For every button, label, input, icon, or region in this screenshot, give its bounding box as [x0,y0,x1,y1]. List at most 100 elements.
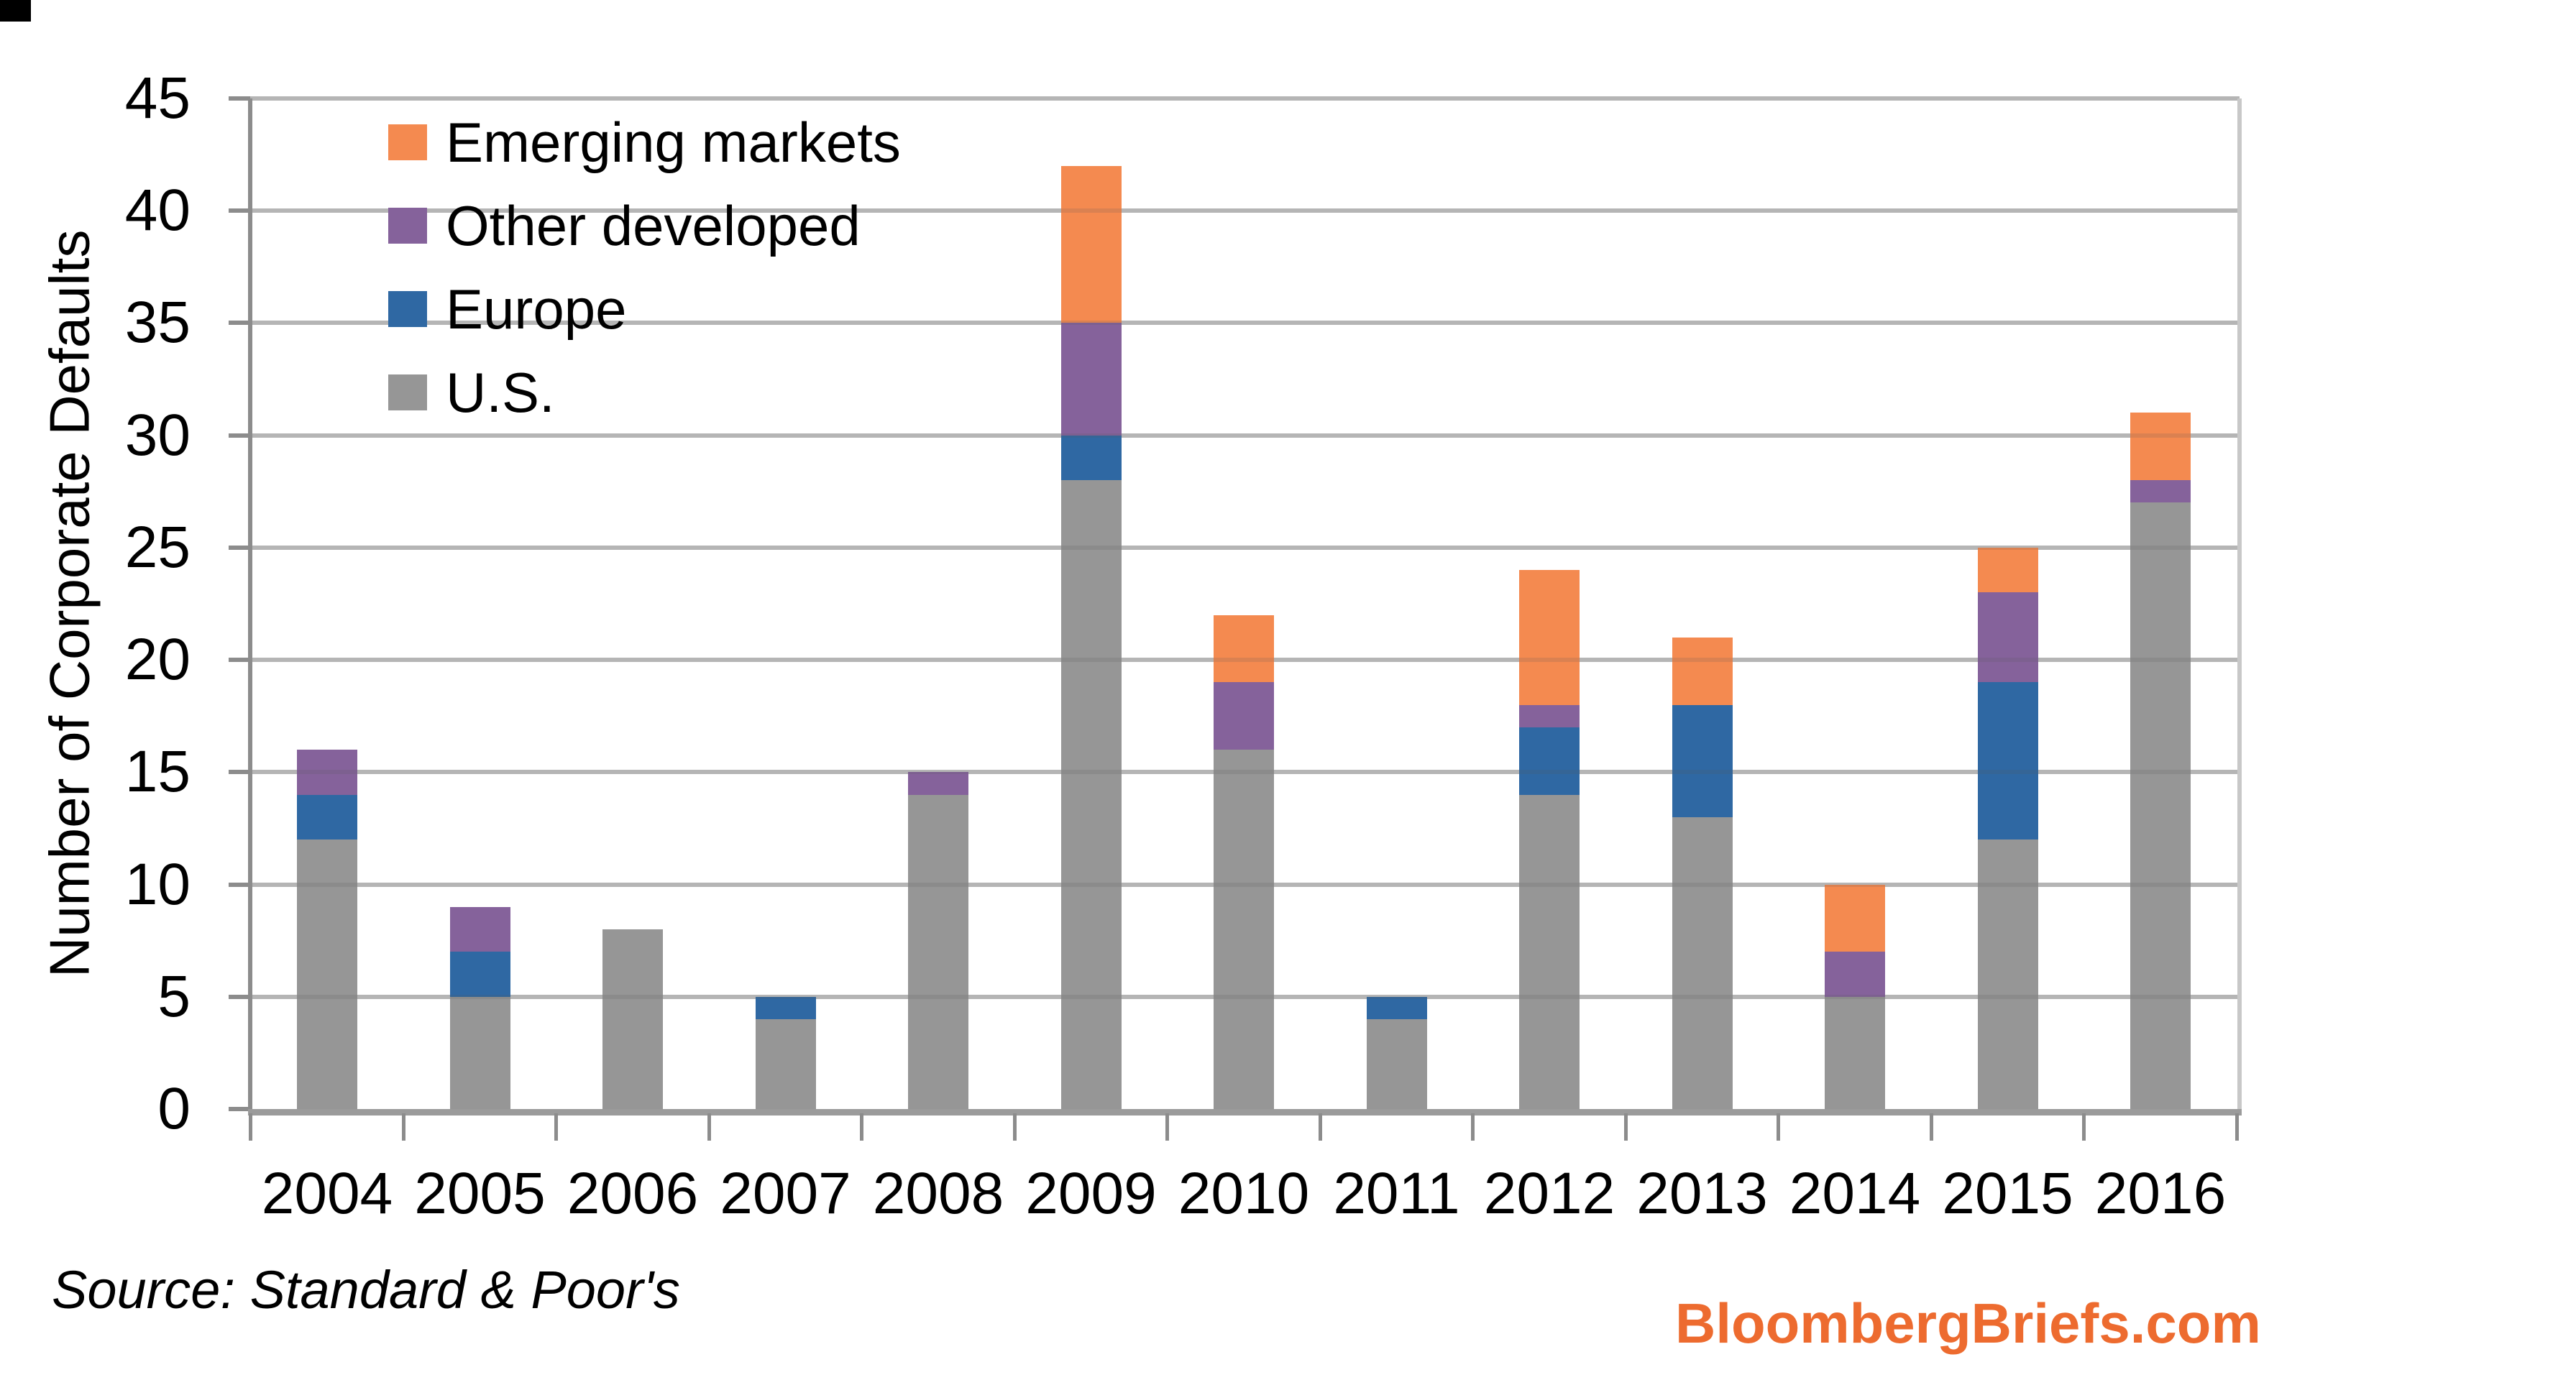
x-axis-tick-6 [1165,1113,1170,1141]
bar-segment-u-s-2005 [449,996,510,1109]
gridline-overlay-y-15 [250,770,2240,775]
x-axis-tick-0 [249,1113,253,1141]
y-tick-label-35: 35 [124,290,191,356]
y-axis-line [248,98,252,1113]
y-tick-label-15: 15 [124,739,191,805]
bar-segment-u-s-2011 [1366,1019,1427,1109]
bar-segment-other-developed-2010 [1214,682,1274,750]
bar-segment-emerging-markets-2013 [1672,637,1733,705]
bar-segment-emerging-markets-2010 [1214,615,1274,683]
legend-swatch-icon [388,374,427,410]
gridline-overlay-y-35 [250,321,2240,326]
screenshot-corner-artifact [0,0,31,22]
x-axis-line [248,1109,2242,1116]
y-tick-label-0: 0 [157,1076,191,1141]
y-axis-tick-40 [229,208,250,213]
gridline-overlay-y-25 [250,545,2240,550]
bar-segment-u-s-2015 [1977,840,2038,1109]
y-tick-label-30: 30 [124,402,191,468]
y-axis-tick-5 [229,994,250,999]
bar-segment-europe-2005 [449,952,510,997]
y-tick-label-45: 45 [124,65,191,131]
x-tick-label-2009: 2009 [1025,1161,1157,1226]
x-tick-label-2004: 2004 [261,1161,393,1226]
legend-swatch-icon [388,290,427,327]
x-axis-tick-3 [707,1113,711,1141]
bar-segment-other-developed-2005 [449,906,510,952]
bar-segment-emerging-markets-2014 [1825,884,1885,952]
bar-segment-u-s-2007 [755,1019,816,1109]
legend-row-other-developed: Other developed [388,198,901,254]
x-tick-label-2005: 2005 [414,1161,546,1226]
bar-segment-u-s-2010 [1214,750,1274,1109]
bar-segment-other-developed-2004 [297,750,357,795]
x-axis-tick-9 [1623,1113,1628,1141]
x-tick-label-2007: 2007 [720,1161,851,1226]
x-tick-label-2014: 2014 [1789,1161,1921,1226]
legend-label: Emerging markets [446,110,901,174]
gridline-overlay-y-10 [250,882,2240,887]
legend-label: Other developed [446,193,861,257]
legend-swatch-icon [388,124,427,160]
gridline-y-30 [250,433,2240,438]
y-axis-tick-30 [229,433,250,438]
bar-segment-u-s-2013 [1672,816,1733,1109]
gridline-y-40 [250,208,2240,213]
x-axis-tick-1 [401,1113,405,1141]
x-axis-tick-4 [860,1113,864,1141]
x-axis-tick-7 [1318,1113,1322,1141]
legend: Emerging markets Other developed Europe U.S… [388,114,901,456]
bar-segment-emerging-markets-2015 [1977,547,2038,593]
bar-segment-other-developed-2008 [908,772,968,795]
brand-link: BloombergBriefs.com [1675,1292,2261,1355]
x-axis-tick-2 [554,1113,559,1141]
legend-row-europe: Europe [388,281,901,337]
y-tick-label-25: 25 [124,514,191,580]
x-axis-tick-13 [2234,1113,2239,1141]
legend-label: U.S. [446,360,555,424]
bar-segment-europe-2009 [1060,435,1122,481]
bar-segment-other-developed-2015 [1977,592,2038,683]
x-tick-label-2011: 2011 [1333,1161,1460,1226]
x-axis-tick-5 [1012,1113,1017,1141]
gridline-y-25 [250,545,2240,550]
y-tick-label-10: 10 [124,851,191,917]
gridline-overlay-y-40 [250,208,2240,213]
bar-segment-other-developed-2009 [1060,323,1122,436]
x-tick-label-2010: 2010 [1178,1161,1310,1226]
bar-segment-emerging-markets-2012 [1519,570,1580,705]
bar-segment-europe-2004 [297,794,357,840]
bar-segment-u-s-2006 [602,929,663,1109]
x-axis-tick-10 [1777,1113,1781,1141]
bar-segment-u-s-2009 [1060,480,1122,1109]
x-tick-label-2012: 2012 [1483,1161,1615,1226]
x-axis-tick-12 [2082,1113,2086,1141]
legend-row-u-s: U.S. [388,364,901,420]
gridline-overlay-y-5 [250,994,2240,999]
legend-row-emerging-markets: Emerging markets [388,114,901,170]
x-axis-tick-11 [1929,1113,1933,1141]
bar-segment-europe-2007 [755,996,816,1019]
legend-swatch-icon [388,207,427,244]
x-tick-label-2013: 2013 [1636,1161,1768,1226]
gridline-y-35 [250,321,2240,326]
bar-segment-europe-2013 [1672,704,1733,817]
bar-segment-emerging-markets-2016 [2130,413,2191,481]
bar-segment-other-developed-2016 [2130,480,2191,503]
bar-segment-europe-2015 [1977,682,2038,840]
x-tick-label-2015: 2015 [1942,1161,2073,1226]
legend-label: Europe [446,277,627,341]
x-axis-tick-8 [1471,1113,1475,1141]
bar-segment-u-s-2014 [1825,996,1885,1109]
y-axis-tick-0 [229,1107,250,1111]
gridline-overlay-y-45 [250,96,2240,101]
y-axis-title: Number of Corporate Defaults [37,229,101,978]
y-axis-tick-20 [229,658,250,663]
bar-segment-europe-2012 [1519,727,1580,795]
y-axis-tick-10 [229,882,250,887]
bar-segment-europe-2011 [1366,996,1427,1019]
bar-segment-u-s-2008 [908,794,968,1109]
bar-segment-other-developed-2014 [1825,952,1885,997]
gridline-overlay-y-20 [250,658,2240,663]
gridline-y-45 [250,96,2240,101]
